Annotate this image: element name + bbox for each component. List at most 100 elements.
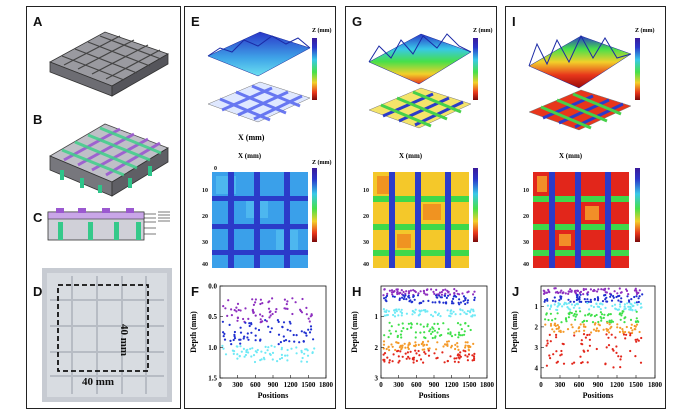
data-point xyxy=(384,296,387,299)
data-point xyxy=(623,321,626,324)
data-point xyxy=(614,307,617,310)
data-point xyxy=(261,315,264,318)
data-point xyxy=(423,351,426,354)
frame-g-h xyxy=(345,6,497,409)
data-point xyxy=(591,321,595,324)
data-point xyxy=(407,355,410,358)
data-point xyxy=(307,317,310,320)
data-point xyxy=(596,290,599,293)
data-point xyxy=(584,300,587,303)
data-point xyxy=(402,297,405,301)
data-point xyxy=(400,311,404,315)
data-point xyxy=(391,295,395,298)
data-point xyxy=(570,303,573,306)
data-point xyxy=(438,334,442,337)
data-point xyxy=(402,294,405,297)
data-point xyxy=(417,343,420,346)
data-point xyxy=(560,289,563,292)
data-point xyxy=(618,287,621,290)
data-point xyxy=(633,324,636,328)
data-point xyxy=(400,330,403,333)
data-point xyxy=(294,301,297,304)
data-point xyxy=(441,351,444,354)
data-point xyxy=(618,303,622,306)
data-point xyxy=(465,312,468,316)
data-point xyxy=(451,300,454,303)
data-point xyxy=(616,323,619,326)
surface-column-e: X (mm) Z (mm) 0 10 20 30 40 xyxy=(186,12,336,272)
data-point xyxy=(625,289,629,292)
data-point xyxy=(227,299,230,302)
x-tick-label-f-5: 1500 xyxy=(301,381,316,389)
data-point xyxy=(454,313,457,316)
data-point xyxy=(266,349,269,352)
panel-label-h: H xyxy=(352,284,362,299)
data-point xyxy=(239,309,242,312)
data-point xyxy=(386,356,389,359)
data-point xyxy=(590,304,593,307)
data-point xyxy=(576,289,580,293)
data-point xyxy=(545,313,548,316)
data-point xyxy=(464,297,467,300)
data-point xyxy=(383,297,386,300)
data-point xyxy=(431,326,434,329)
data-point xyxy=(230,308,233,311)
data-point xyxy=(588,344,591,347)
data-point xyxy=(433,352,436,355)
map-x-label-e: X (mm) xyxy=(238,152,262,160)
data-point xyxy=(392,353,395,356)
data-point xyxy=(396,341,399,344)
data-point xyxy=(548,333,551,336)
data-point xyxy=(276,319,279,322)
data-point xyxy=(547,290,550,293)
data-point xyxy=(636,303,639,306)
data-point xyxy=(268,316,271,319)
data-point xyxy=(391,293,394,296)
data-point xyxy=(620,355,623,358)
data-point xyxy=(582,349,585,352)
data-point xyxy=(452,297,455,300)
data-point xyxy=(395,310,398,313)
data-point xyxy=(408,357,411,360)
data-point xyxy=(461,292,464,295)
data-point xyxy=(400,314,403,317)
data-point xyxy=(240,350,243,353)
data-point xyxy=(419,323,422,326)
data-point xyxy=(584,325,587,328)
data-point xyxy=(224,353,228,356)
data-point xyxy=(388,349,391,352)
data-point xyxy=(403,342,406,345)
data-point xyxy=(400,308,403,311)
data-point xyxy=(551,299,555,302)
data-point xyxy=(603,313,606,316)
data-point xyxy=(432,290,435,293)
data-point xyxy=(549,340,552,343)
y-axis-label-j: Depth (mm) xyxy=(510,311,519,353)
data-point xyxy=(618,313,621,316)
data-point xyxy=(546,342,549,345)
data-point xyxy=(473,358,476,362)
data-point xyxy=(382,343,386,346)
data-point xyxy=(549,322,553,326)
data-point xyxy=(469,310,472,313)
colorbar-2d-i xyxy=(635,168,640,242)
data-point xyxy=(233,350,236,353)
surface-x-label-e: X (mm) xyxy=(238,133,265,142)
data-point xyxy=(592,305,595,309)
data-point xyxy=(433,329,436,332)
data-point xyxy=(610,325,613,328)
x-tick-label-j-3: 900 xyxy=(593,381,604,389)
data-point xyxy=(627,305,630,308)
data-point xyxy=(627,293,630,296)
data-point xyxy=(562,362,566,365)
data-point xyxy=(561,292,564,295)
data-point xyxy=(456,322,460,325)
data-point xyxy=(616,326,619,329)
data-point xyxy=(426,310,429,313)
data-point xyxy=(548,307,552,311)
data-point xyxy=(586,298,589,301)
data-point xyxy=(569,288,572,291)
data-point xyxy=(542,292,546,295)
data-point xyxy=(429,328,432,331)
data-point xyxy=(442,301,445,304)
